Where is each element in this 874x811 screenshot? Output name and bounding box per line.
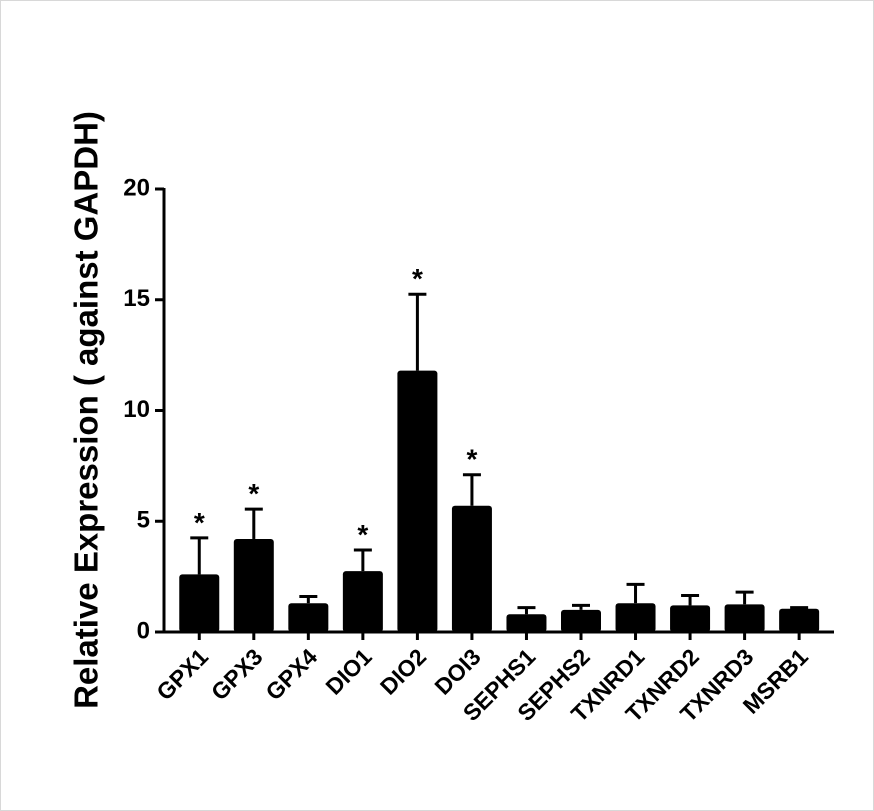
bar — [779, 608, 820, 632]
significance-mark: * — [412, 263, 423, 294]
bar — [724, 604, 765, 632]
x-tick-label: DIO2 — [375, 643, 431, 699]
bar — [451, 505, 492, 632]
x-tick-label: GPX4 — [260, 643, 322, 705]
bar — [561, 609, 601, 632]
significance-mark: * — [357, 519, 368, 550]
bar — [397, 370, 438, 632]
bar — [342, 571, 383, 632]
bar — [506, 614, 547, 632]
significance-mark: * — [248, 478, 259, 509]
y-tick-label: 0 — [137, 617, 150, 644]
bar — [233, 538, 274, 632]
bar — [288, 603, 329, 632]
y-axis-label: Relative Expression ( against GAPDH) — [68, 111, 105, 709]
x-tick-label: GPX1 — [151, 643, 213, 705]
y-tick-label: 15 — [123, 285, 150, 312]
y-tick-label: 20 — [123, 174, 150, 201]
x-tick-label: DIO1 — [320, 643, 376, 699]
y-tick-label: 10 — [123, 396, 150, 423]
x-tick-label: GPX3 — [206, 643, 268, 705]
bar — [179, 574, 220, 632]
bar — [670, 605, 711, 632]
bar — [615, 603, 656, 632]
significance-mark: * — [194, 507, 205, 538]
y-tick-label: 5 — [137, 507, 150, 534]
significance-mark: * — [466, 444, 477, 475]
